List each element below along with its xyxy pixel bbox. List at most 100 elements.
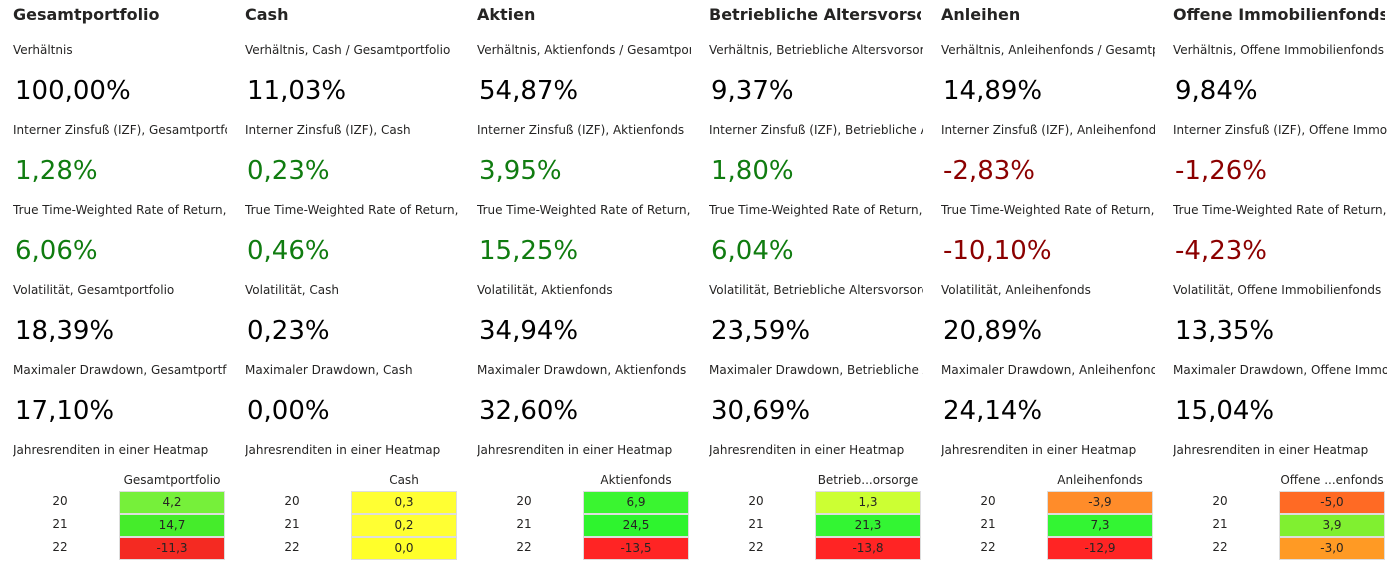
heatmap-year: 22 xyxy=(980,540,996,554)
column-title: Offene Immobilienfonds xyxy=(1173,5,1385,24)
metric-value: 6,06% xyxy=(15,236,98,266)
heatmap-year: 22 xyxy=(516,540,532,554)
heatmap-header: Gesamtportfolio xyxy=(123,473,221,487)
metric-label: Interner Zinsfuß (IZF), Gesamtportfoli xyxy=(13,123,227,137)
metric-value: 13,35% xyxy=(1175,316,1275,346)
metric-label: True Time-Weighted Rate of Return, xyxy=(709,203,923,217)
heatmap-year: 20 xyxy=(516,494,532,508)
heatmap-cell: 21,3 xyxy=(815,514,921,537)
heatmap-year: 22 xyxy=(1212,540,1228,554)
metric-value: 23,59% xyxy=(711,316,811,346)
metric-label: Maximaler Drawdown, Offene Immobi xyxy=(1173,363,1387,377)
heatmap-cell: -12,9 xyxy=(1047,537,1153,560)
heatmap-year: 20 xyxy=(980,494,996,508)
metric-value: 15,04% xyxy=(1175,396,1275,426)
column-title: Aktien xyxy=(477,5,536,24)
metric-label: Volatilität, Offene Immobilienfonds xyxy=(1173,283,1382,297)
metric-label: Volatilität, Aktienfonds xyxy=(477,283,613,297)
metric-label: Verhältnis, Betriebliche Altersvorsorg xyxy=(709,43,923,57)
metric-value: 30,69% xyxy=(711,396,811,426)
metric-label: Verhältnis, Anleihenfonds / Gesamtp xyxy=(941,43,1155,57)
heatmap-label: Jahresrenditen in einer Heatmap xyxy=(13,443,209,457)
metric-value: 9,37% xyxy=(711,76,794,106)
heatmap-label: Jahresrenditen in einer Heatmap xyxy=(709,443,905,457)
metric-label: Maximaler Drawdown, Anleihenfonds xyxy=(941,363,1155,377)
heatmap-cell: 7,3 xyxy=(1047,514,1153,537)
metric-label: Maximaler Drawdown, Cash xyxy=(245,363,413,377)
heatmap-cell: -3,9 xyxy=(1047,491,1153,514)
heatmap-header: Betrieb...orsorge xyxy=(817,473,919,487)
heatmap-cell: 24,5 xyxy=(583,514,689,537)
column-title: Anleihen xyxy=(941,5,1021,24)
heatmap-cell: -13,8 xyxy=(815,537,921,560)
heatmap-year: 20 xyxy=(284,494,300,508)
heatmap-year: 20 xyxy=(52,494,68,508)
metric-label: Interner Zinsfuß (IZF), Anleihenfonds xyxy=(941,123,1155,137)
card-column: Gesamtportfolio Verhältnis 100,00% Interner… xyxy=(13,0,229,570)
heatmap-cell: 3,9 xyxy=(1279,514,1385,537)
metric-value: 54,87% xyxy=(479,76,579,106)
heatmap-label: Jahresrenditen in einer Heatmap xyxy=(941,443,1137,457)
metric-label: Interner Zinsfuß (IZF), Offene Immobi xyxy=(1173,123,1387,137)
heatmap-year: 20 xyxy=(748,494,764,508)
column-title: Betriebliche Altersvorsor xyxy=(709,5,921,24)
heatmap-cell: 14,7 xyxy=(119,514,225,537)
heatmap-year: 20 xyxy=(1212,494,1228,508)
metric-label: Volatilität, Cash xyxy=(245,283,339,297)
heatmap-header: Cash xyxy=(389,473,419,487)
metric-value: 14,89% xyxy=(943,76,1043,106)
metric-value: 24,14% xyxy=(943,396,1043,426)
metric-value: 17,10% xyxy=(15,396,115,426)
heatmap-cell: 1,3 xyxy=(815,491,921,514)
heatmap-year: 22 xyxy=(284,540,300,554)
metric-value: 18,39% xyxy=(15,316,115,346)
metric-label: True Time-Weighted Rate of Return, xyxy=(245,203,459,217)
metric-label: Interner Zinsfuß (IZF), Aktienfonds xyxy=(477,123,685,137)
heatmap-cell: 6,9 xyxy=(583,491,689,514)
metric-value: 11,03% xyxy=(247,76,347,106)
metric-value: 6,04% xyxy=(711,236,794,266)
metric-value: 15,25% xyxy=(479,236,579,266)
heatmap-year: 21 xyxy=(980,517,996,531)
metric-value: 100,00% xyxy=(15,76,131,106)
metric-value: -10,10% xyxy=(943,236,1052,266)
metric-label: True Time-Weighted Rate of Return, xyxy=(1173,203,1387,217)
heatmap-cell: -13,5 xyxy=(583,537,689,560)
heatmap-label: Jahresrenditen in einer Heatmap xyxy=(245,443,441,457)
heatmap-label: Jahresrenditen in einer Heatmap xyxy=(477,443,673,457)
metric-label: Volatilität, Gesamtportfolio xyxy=(13,283,175,297)
metric-value: 32,60% xyxy=(479,396,579,426)
heatmap-header: Offene ...enfonds xyxy=(1280,473,1384,487)
heatmap-cell: -5,0 xyxy=(1279,491,1385,514)
metric-value: 0,23% xyxy=(247,156,330,186)
column-title: Cash xyxy=(245,5,289,24)
heatmap-label: Jahresrenditen in einer Heatmap xyxy=(1173,443,1369,457)
metric-value: 0,00% xyxy=(247,396,330,426)
metric-value: -4,23% xyxy=(1175,236,1267,266)
heatmap-header: Anleihenfonds xyxy=(1057,473,1143,487)
metric-value: 1,28% xyxy=(15,156,98,186)
heatmap-year: 22 xyxy=(748,540,764,554)
metric-label: Verhältnis, Offene Immobilienfonds / xyxy=(1173,43,1387,57)
metric-label: Verhältnis xyxy=(13,43,73,57)
metric-label: True Time-Weighted Rate of Return, xyxy=(941,203,1155,217)
metric-value: 9,84% xyxy=(1175,76,1258,106)
metric-value: 0,23% xyxy=(247,316,330,346)
metric-label: Volatilität, Betriebliche Altersvorsorg xyxy=(709,283,923,297)
metric-label: Verhältnis, Cash / Gesamtportfolio xyxy=(245,43,451,57)
metric-label: Volatilität, Anleihenfonds xyxy=(941,283,1091,297)
heatmap-year: 21 xyxy=(516,517,532,531)
metric-label: True Time-Weighted Rate of Return, xyxy=(13,203,227,217)
metric-value: -2,83% xyxy=(943,156,1035,186)
metric-label: Maximaler Drawdown, Aktienfonds xyxy=(477,363,687,377)
heatmap-year: 21 xyxy=(748,517,764,531)
card-column: Aktien Verhältnis, Aktienfonds / Gesamtpo… xyxy=(477,0,693,570)
heatmap-cell: 0,2 xyxy=(351,514,457,537)
metric-value: 0,46% xyxy=(247,236,330,266)
metric-label: Maximaler Drawdown, Gesamtportfo xyxy=(13,363,227,377)
metric-value: 1,80% xyxy=(711,156,794,186)
heatmap-header: Aktienfonds xyxy=(600,473,672,487)
metric-label: True Time-Weighted Rate of Return, xyxy=(477,203,691,217)
card-column: Cash Verhältnis, Cash / Gesamtportfolio 11… xyxy=(245,0,461,570)
